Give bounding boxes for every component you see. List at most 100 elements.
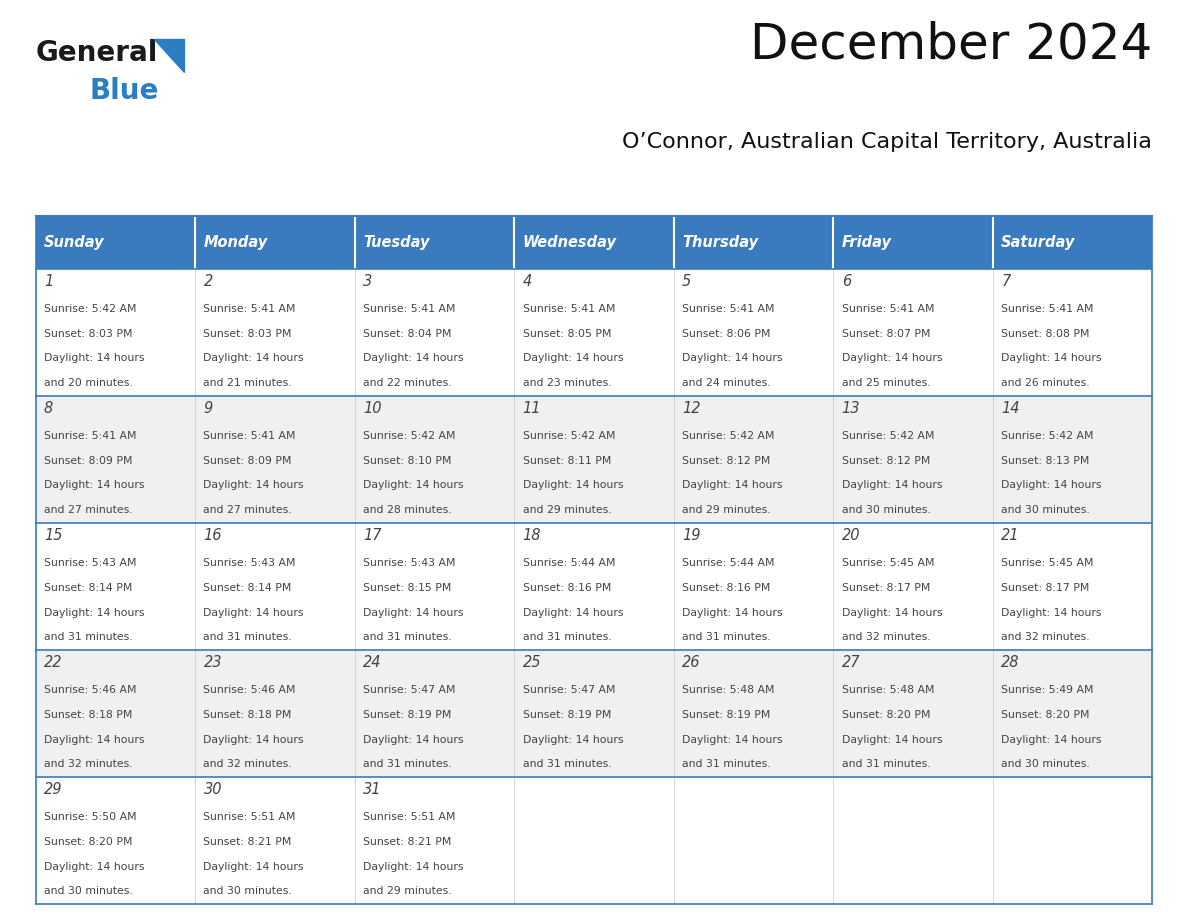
Text: Daylight: 14 hours: Daylight: 14 hours [1001,734,1101,744]
Text: Sunrise: 5:48 AM: Sunrise: 5:48 AM [841,685,934,695]
Text: Thursday: Thursday [682,235,758,250]
Text: Monday: Monday [203,235,267,250]
Text: 18: 18 [523,528,541,543]
Text: and 30 minutes.: and 30 minutes. [1001,505,1089,515]
Bar [195,650,355,778]
Text: Daylight: 14 hours: Daylight: 14 hours [682,734,783,744]
Text: 15: 15 [44,528,63,543]
Text: Daylight: 14 hours: Daylight: 14 hours [364,353,463,364]
Text: Sunset: 8:13 PM: Sunset: 8:13 PM [1001,455,1089,465]
Bar [355,778,514,904]
Text: Sunset: 8:18 PM: Sunset: 8:18 PM [44,710,132,720]
Text: Sunrise: 5:44 AM: Sunrise: 5:44 AM [682,558,775,568]
Text: 23: 23 [203,655,222,670]
Text: and 25 minutes.: and 25 minutes. [841,378,930,388]
Text: and 31 minutes.: and 31 minutes. [44,633,133,643]
Text: Sunset: 8:12 PM: Sunset: 8:12 PM [682,455,771,465]
Bar [355,650,514,778]
Text: Sunset: 8:09 PM: Sunset: 8:09 PM [203,455,292,465]
Text: Daylight: 14 hours: Daylight: 14 hours [44,862,145,871]
Text: Sunset: 8:20 PM: Sunset: 8:20 PM [44,837,132,846]
Text: Daylight: 14 hours: Daylight: 14 hours [523,353,623,364]
Text: Sunrise: 5:41 AM: Sunrise: 5:41 AM [364,304,455,314]
Text: and 27 minutes.: and 27 minutes. [203,505,292,515]
Bar [993,523,1152,650]
Text: 22: 22 [44,655,63,670]
Text: Daylight: 14 hours: Daylight: 14 hours [44,608,145,618]
Text: and 28 minutes.: and 28 minutes. [364,505,451,515]
Text: Sunset: 8:08 PM: Sunset: 8:08 PM [1001,329,1089,339]
Bar [993,216,1152,269]
Text: Sunrise: 5:41 AM: Sunrise: 5:41 AM [1001,304,1094,314]
Text: Daylight: 14 hours: Daylight: 14 hours [203,608,304,618]
Bar [674,269,833,396]
Text: O’Connor, Australian Capital Territory, Australia: O’Connor, Australian Capital Territory, … [623,131,1152,151]
Text: Friday: Friday [841,235,892,250]
Text: Sunrise: 5:51 AM: Sunrise: 5:51 AM [364,812,455,822]
Text: 2: 2 [203,274,213,288]
Text: Daylight: 14 hours: Daylight: 14 hours [364,608,463,618]
Text: Sunset: 8:21 PM: Sunset: 8:21 PM [364,837,451,846]
Text: Sunset: 8:20 PM: Sunset: 8:20 PM [841,710,930,720]
Text: Sunset: 8:18 PM: Sunset: 8:18 PM [203,710,292,720]
Text: Sunrise: 5:43 AM: Sunrise: 5:43 AM [44,558,137,568]
Text: Sunrise: 5:46 AM: Sunrise: 5:46 AM [44,685,137,695]
Text: and 22 minutes.: and 22 minutes. [364,378,451,388]
Text: 6: 6 [841,274,851,288]
Bar [514,778,674,904]
Text: Sunrise: 5:47 AM: Sunrise: 5:47 AM [364,685,455,695]
Bar [195,216,355,269]
Text: and 32 minutes.: and 32 minutes. [203,759,292,769]
Text: 17: 17 [364,528,381,543]
Text: 19: 19 [682,528,701,543]
Text: Sunset: 8:06 PM: Sunset: 8:06 PM [682,329,771,339]
Bar [355,269,514,396]
Text: 27: 27 [841,655,860,670]
Bar [514,396,674,523]
Text: and 30 minutes.: and 30 minutes. [841,505,930,515]
Text: and 31 minutes.: and 31 minutes. [523,759,611,769]
Bar [355,216,514,269]
Text: 3: 3 [364,274,372,288]
Text: Sunrise: 5:43 AM: Sunrise: 5:43 AM [364,558,455,568]
Bar [514,216,674,269]
Text: Daylight: 14 hours: Daylight: 14 hours [841,734,942,744]
Text: Daylight: 14 hours: Daylight: 14 hours [841,608,942,618]
Text: Sunset: 8:19 PM: Sunset: 8:19 PM [682,710,771,720]
Bar [355,523,514,650]
Text: Sunrise: 5:49 AM: Sunrise: 5:49 AM [1001,685,1094,695]
Bar [833,523,993,650]
Text: Sunset: 8:14 PM: Sunset: 8:14 PM [203,583,292,593]
Text: 26: 26 [682,655,701,670]
Bar [36,650,195,778]
Text: Daylight: 14 hours: Daylight: 14 hours [203,353,304,364]
Text: and 26 minutes.: and 26 minutes. [1001,378,1089,388]
Text: Sunset: 8:16 PM: Sunset: 8:16 PM [523,583,611,593]
Text: and 23 minutes.: and 23 minutes. [523,378,611,388]
Text: 16: 16 [203,528,222,543]
Text: Sunrise: 5:42 AM: Sunrise: 5:42 AM [364,431,455,441]
Text: and 31 minutes.: and 31 minutes. [523,633,611,643]
Text: Sunset: 8:19 PM: Sunset: 8:19 PM [364,710,451,720]
Text: Sunrise: 5:42 AM: Sunrise: 5:42 AM [523,431,615,441]
Text: 25: 25 [523,655,541,670]
Bar [195,396,355,523]
Text: Sunset: 8:11 PM: Sunset: 8:11 PM [523,455,611,465]
Bar [514,650,674,778]
Text: Sunset: 8:16 PM: Sunset: 8:16 PM [682,583,771,593]
Text: 11: 11 [523,400,541,416]
Text: Blue: Blue [89,77,158,106]
Bar [514,523,674,650]
Text: Daylight: 14 hours: Daylight: 14 hours [523,734,623,744]
Text: Sunrise: 5:45 AM: Sunrise: 5:45 AM [1001,558,1094,568]
Text: Sunrise: 5:41 AM: Sunrise: 5:41 AM [203,431,296,441]
Text: and 32 minutes.: and 32 minutes. [841,633,930,643]
Bar [36,396,195,523]
Bar [833,778,993,904]
Text: and 31 minutes.: and 31 minutes. [203,633,292,643]
Text: Sunset: 8:19 PM: Sunset: 8:19 PM [523,710,611,720]
Text: Daylight: 14 hours: Daylight: 14 hours [203,862,304,871]
Text: Sunrise: 5:47 AM: Sunrise: 5:47 AM [523,685,615,695]
Bar [993,396,1152,523]
Text: December 2024: December 2024 [750,20,1152,69]
